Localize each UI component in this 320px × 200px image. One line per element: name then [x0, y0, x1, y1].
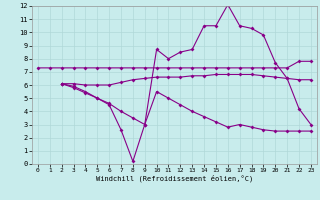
X-axis label: Windchill (Refroidissement éolien,°C): Windchill (Refroidissement éolien,°C)	[96, 175, 253, 182]
